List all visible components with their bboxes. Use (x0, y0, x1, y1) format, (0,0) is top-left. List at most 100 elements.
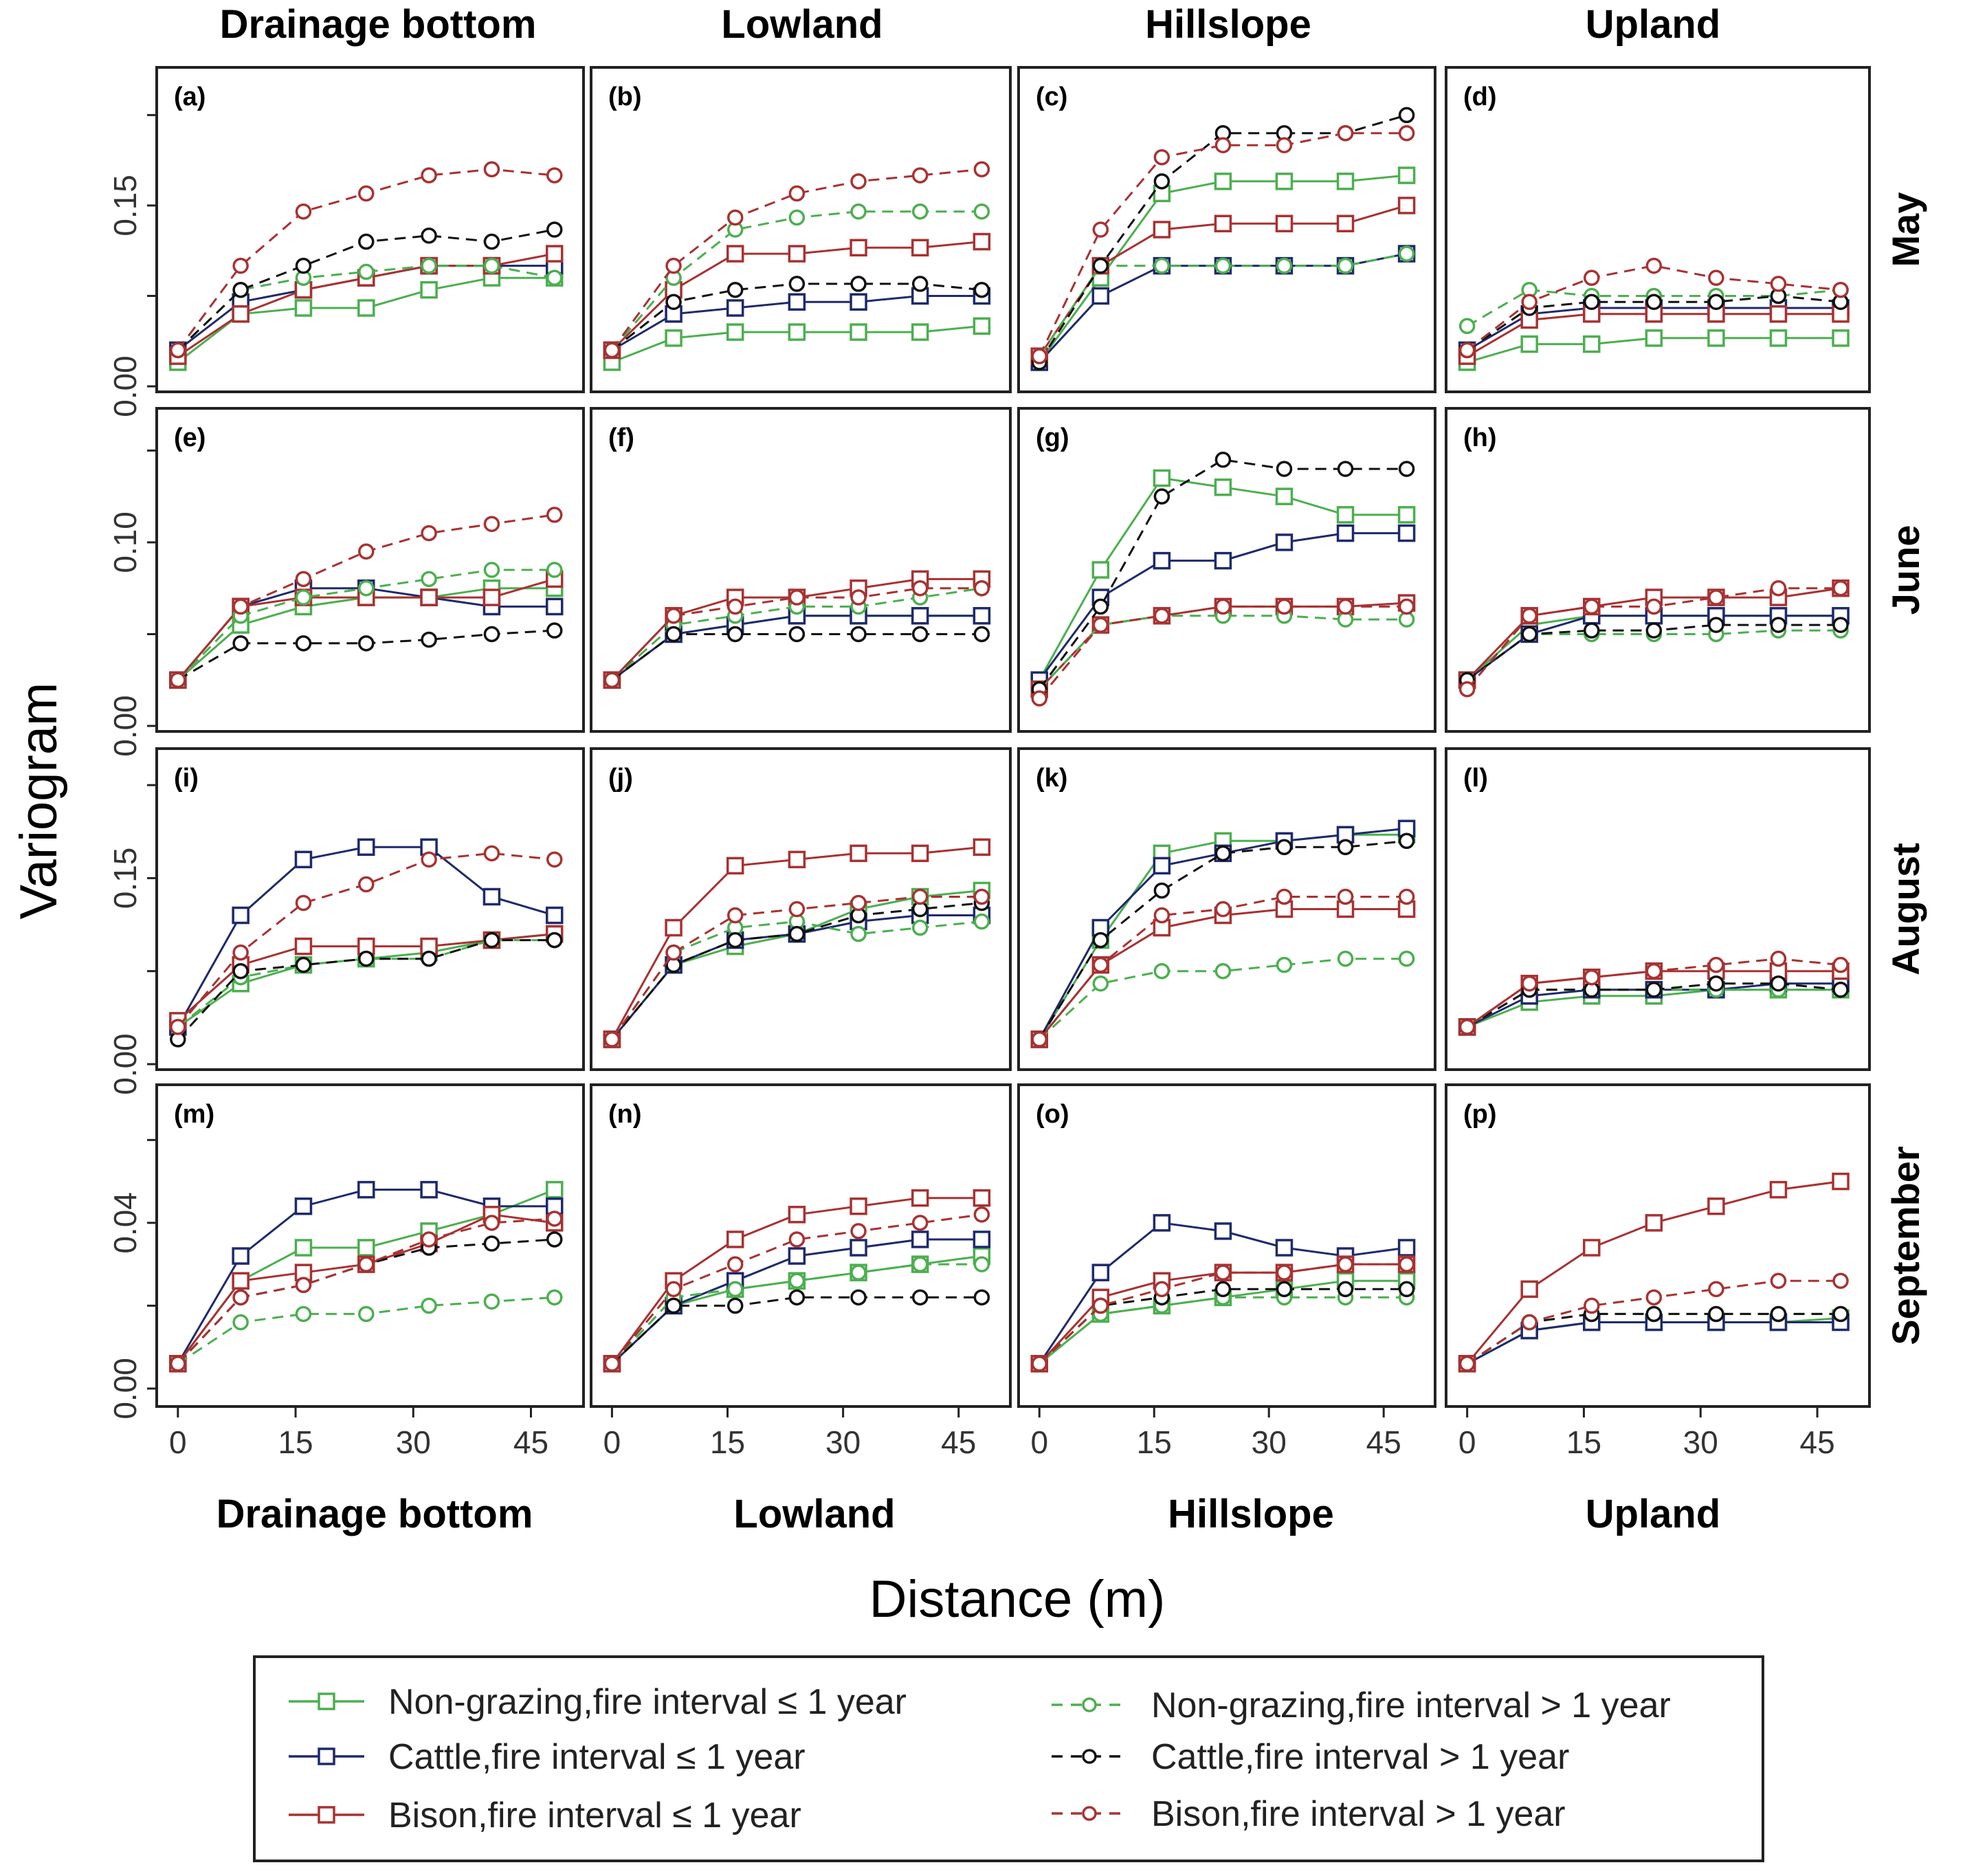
data-point (232, 281, 249, 298)
data-point (1708, 1305, 1724, 1323)
row-label-june: June (1884, 525, 1927, 615)
data-point (665, 1281, 682, 1298)
x-tick-label: 0 (603, 1424, 621, 1460)
legend-item: Bison,fire interval ≤ 1 year (289, 1796, 801, 1835)
data-point (1337, 461, 1354, 477)
data-point (358, 233, 375, 250)
panel-m: (m) (155, 1083, 585, 1408)
panel-h: (h) (1445, 407, 1871, 733)
panel-series (603, 1189, 991, 1373)
data-point (232, 598, 249, 615)
data-point (294, 299, 313, 317)
panel-f: (f) (590, 407, 1012, 733)
panel-label: (i) (174, 764, 199, 793)
data-point (1708, 589, 1724, 606)
data-point (1275, 533, 1294, 551)
y-tick-label: 0.10 (107, 511, 143, 573)
legend-item: Cattle,fire interval ≤ 1 year (289, 1737, 806, 1777)
data-point (420, 588, 438, 606)
x-tick-label: 45 (1799, 1424, 1834, 1460)
data-point (1153, 857, 1171, 875)
data-point (1708, 1281, 1724, 1298)
data-point (1458, 318, 1476, 335)
region-label-upland: Upland (1586, 1492, 1721, 1536)
data-point (483, 257, 500, 274)
data-point (546, 1211, 563, 1227)
data-point (1031, 1356, 1048, 1372)
data-point (295, 635, 312, 652)
data-point (850, 1223, 867, 1239)
legend-swatch-marker (1082, 1749, 1097, 1764)
data-point (1645, 982, 1663, 998)
data-point (1583, 1239, 1601, 1257)
region-labels: Drainage bottom Lowland Hillslope Upland (217, 1492, 1721, 1536)
data-point (358, 580, 375, 597)
data-point (1276, 1264, 1293, 1281)
panel-label: (l) (1463, 764, 1488, 793)
data-point (358, 543, 375, 560)
data-point (788, 1247, 806, 1265)
data-point (1275, 487, 1294, 505)
data-point (1153, 608, 1170, 624)
data-point (1275, 173, 1294, 190)
data-point (232, 944, 249, 961)
data-point (788, 276, 806, 292)
data-point (1337, 888, 1354, 905)
data-point (911, 276, 929, 292)
data-point (1584, 1297, 1600, 1314)
data-point (911, 1289, 929, 1306)
data-point (295, 571, 312, 588)
data-point (1520, 335, 1538, 353)
data-point (421, 167, 437, 184)
data-point (1336, 214, 1355, 232)
data-point (726, 323, 744, 341)
data-point (420, 280, 438, 299)
region-label-hillslope: Hillslope (1168, 1492, 1334, 1536)
data-point (1276, 1281, 1293, 1298)
data-point (1832, 982, 1849, 998)
panel-p: (p) (1445, 1083, 1871, 1408)
data-point (1645, 329, 1663, 347)
data-point (1214, 551, 1232, 570)
data-point (973, 161, 990, 178)
column-titles: Drainage bottom Lowland Hillslope Upland (220, 2, 1721, 47)
data-point (788, 925, 806, 942)
data-point (911, 607, 929, 625)
x-axis-title: Distance (m) (869, 1570, 1166, 1629)
data-point (726, 209, 744, 226)
data-point (850, 1239, 867, 1257)
panel-series (1030, 107, 1416, 371)
panel-series (1030, 819, 1416, 1048)
data-point (1769, 329, 1788, 347)
data-point (1398, 888, 1415, 905)
x-tick-label: 0 (1030, 1424, 1048, 1460)
data-point (1832, 956, 1849, 973)
data-point (1645, 962, 1663, 980)
panel-i: (i) (155, 747, 585, 1071)
data-point (1645, 294, 1663, 310)
panel-label: (b) (608, 82, 642, 111)
data-point (973, 626, 990, 643)
data-point (1214, 901, 1232, 918)
data-point (1092, 931, 1109, 949)
data-point (911, 1215, 929, 1231)
data-point (358, 1305, 375, 1323)
data-point (1153, 551, 1171, 570)
y-axis: 0.00 0.04 (107, 1138, 157, 1420)
data-point (850, 323, 867, 341)
panel-frame (1445, 1083, 1871, 1408)
data-point (726, 931, 744, 949)
data-point (1769, 305, 1788, 323)
legend-label: Non-grazing,fire interval > 1 year (1151, 1686, 1671, 1725)
region-label-lowland: Lowland (733, 1492, 895, 1536)
data-point (1214, 1264, 1232, 1281)
data-point (1708, 617, 1724, 633)
data-point (421, 1231, 437, 1248)
data-point (788, 850, 806, 869)
data-point (482, 588, 501, 606)
data-point (295, 894, 312, 912)
data-point (1153, 149, 1170, 166)
x-tick-label: 0 (1458, 1424, 1476, 1460)
data-point (295, 257, 312, 274)
data-point (665, 626, 682, 643)
